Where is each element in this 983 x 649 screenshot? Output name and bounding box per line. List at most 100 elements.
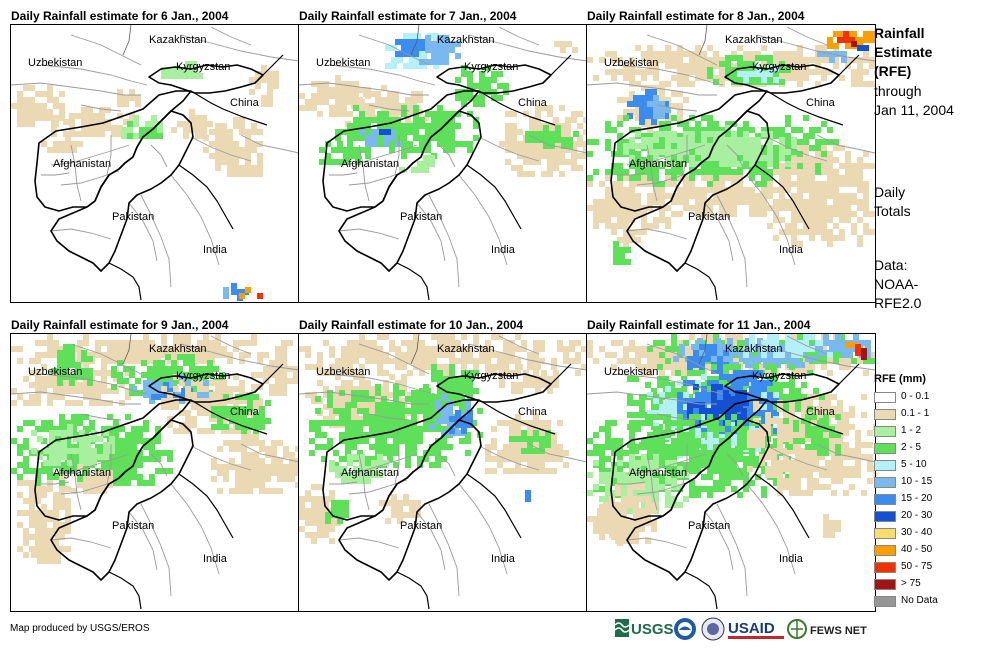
globe-icon	[787, 619, 807, 639]
map-panel-10jan: Kazakhstan Uzbekistan Kyrgyzstan China Afgha…	[298, 333, 588, 612]
admin-boundary	[41, 172, 70, 176]
label-kyrgyzstan: Kyrgyzstan	[176, 370, 231, 382]
map-credit: Map produced by USGS/EROS	[10, 623, 150, 634]
admin-boundary	[358, 34, 430, 66]
usaid-logo: USAID	[728, 617, 788, 643]
legend-label: 30 - 40	[901, 527, 933, 538]
label-kyrgyzstan: Kyrgyzstan	[176, 61, 231, 73]
sidebar-data-line2: NOAA-	[874, 276, 919, 292]
kyrgyzstan-border	[436, 373, 552, 403]
kyrgyzstan-border	[724, 373, 840, 403]
admin-boundary	[458, 483, 508, 575]
admin-boundary	[498, 335, 540, 355]
legend-swatch	[874, 443, 896, 454]
admin-boundary	[646, 144, 658, 202]
sidebar-data-line3: RFE2.0	[874, 295, 922, 311]
admin-boundary	[50, 228, 112, 240]
admin-boundary	[656, 413, 698, 421]
sidebar-through-label: through	[874, 83, 922, 99]
admin-boundary	[299, 391, 429, 405]
admin-boundary	[498, 26, 540, 46]
label-kazakhstan: Kazakhstan	[725, 343, 783, 355]
admin-boundary	[746, 174, 796, 266]
admin-boundary	[40, 64, 148, 86]
legend-swatch	[874, 409, 896, 420]
label-pakistan: Pakistan	[112, 520, 155, 532]
legend-swatch	[874, 494, 896, 505]
map-canvas	[11, 334, 299, 610]
admin-boundary	[587, 82, 717, 96]
legend-label: 50 - 75	[901, 561, 933, 572]
label-kazakhstan: Kazakhstan	[725, 34, 783, 46]
label-afghanistan: Afghanistan	[629, 467, 688, 479]
label-pakistan: Pakistan	[112, 211, 155, 223]
admin-boundary	[328, 373, 436, 395]
admin-boundary	[170, 483, 220, 575]
admin-boundary	[816, 443, 875, 463]
label-india: India	[779, 244, 803, 256]
admin-boundary	[726, 144, 744, 168]
label-uzbekistan: Uzbekistan	[28, 366, 83, 378]
admin-boundary	[478, 445, 540, 471]
admin-boundary	[716, 503, 748, 597]
admin-boundary	[394, 135, 400, 176]
legend-swatch	[874, 528, 896, 539]
admin-boundary	[704, 511, 734, 571]
pakistan-border	[338, 110, 482, 272]
india-border	[684, 473, 810, 610]
india-border	[396, 473, 522, 610]
admin-boundary	[766, 136, 828, 162]
admin-boundary	[358, 453, 370, 511]
admin-boundary	[190, 136, 252, 162]
sidebar-data-line1: Data:	[874, 257, 908, 273]
admin-boundary	[70, 34, 142, 66]
china-border	[190, 363, 284, 435]
admin-boundary	[656, 104, 698, 112]
legend-label: 5 - 10	[901, 459, 927, 470]
admin-boundary	[394, 444, 400, 485]
legend-swatch	[874, 460, 896, 471]
usgs-wave-icon: USGS	[614, 619, 674, 638]
label-kazakhstan: Kazakhstan	[437, 343, 495, 355]
label-kazakhstan: Kazakhstan	[149, 34, 207, 46]
label-kyrgyzstan: Kyrgyzstan	[752, 61, 807, 73]
admin-boundary	[646, 343, 718, 375]
label-china: China	[230, 406, 259, 418]
label-afghanistan: Afghanistan	[341, 467, 400, 479]
label-pakistan: Pakistan	[688, 211, 731, 223]
admin-boundary	[617, 481, 646, 485]
label-kyrgyzstan: Kyrgyzstan	[464, 370, 519, 382]
admin-boundary	[528, 443, 587, 463]
admin-boundary	[41, 481, 70, 485]
india-border	[684, 164, 810, 301]
admin-boundary	[210, 335, 252, 355]
label-india: India	[779, 553, 803, 565]
legend-swatch	[874, 477, 896, 488]
admin-boundary	[128, 202, 158, 262]
label-china: China	[806, 97, 835, 109]
label-india: India	[491, 553, 515, 565]
legend-label: 40 - 50	[901, 544, 933, 555]
label-uzbekistan: Uzbekistan	[28, 57, 83, 69]
admin-boundary	[786, 335, 828, 355]
admin-boundary	[682, 135, 688, 176]
admin-boundary	[40, 373, 148, 395]
admin-boundary	[358, 144, 370, 202]
admin-boundary	[646, 453, 658, 511]
legend-label: > 75	[901, 578, 921, 589]
admin-boundary	[140, 503, 172, 597]
admin-boundary	[438, 453, 456, 477]
legend-swatch	[874, 545, 896, 556]
admin-boundary	[816, 134, 875, 154]
fewsnet-text: FEWS NET	[810, 625, 867, 637]
admin-boundary	[329, 481, 358, 485]
label-kyrgyzstan: Kyrgyzstan	[752, 370, 807, 382]
admin-boundary	[416, 511, 446, 571]
admin-boundary	[240, 134, 299, 154]
map-panel-7jan: Kazakhstan Uzbekistan Kyrgyzstan China Afgha…	[298, 24, 588, 303]
admin-boundary	[11, 82, 141, 96]
kyrgyzstan-border	[148, 373, 264, 403]
admin-boundary	[240, 443, 299, 463]
admin-boundary	[416, 202, 446, 262]
admin-boundary	[786, 26, 828, 46]
